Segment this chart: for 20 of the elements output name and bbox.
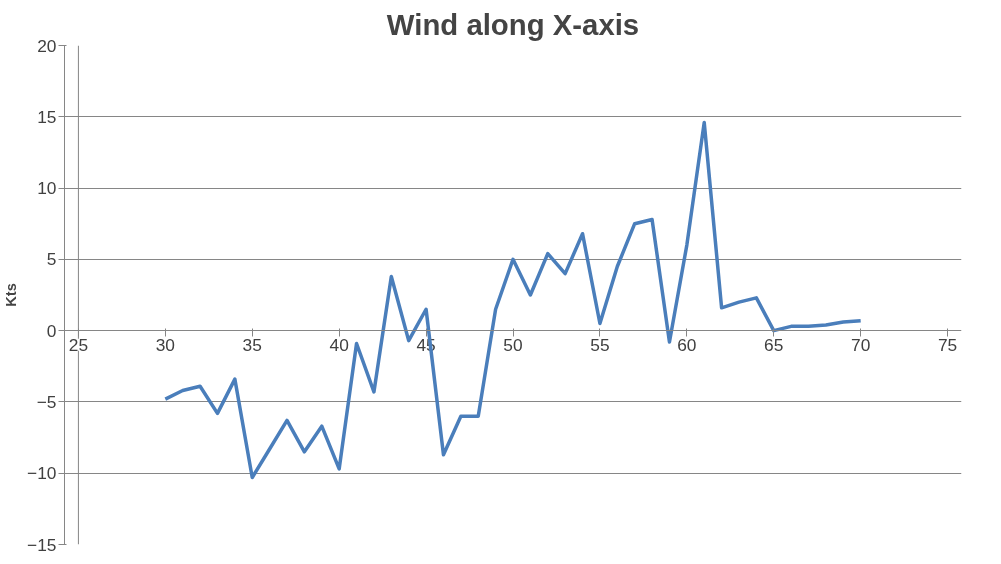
x-tick-label: 25 — [68, 334, 89, 355]
x-tick-label: 65 — [764, 334, 784, 355]
x-tick-label: 30 — [155, 334, 175, 355]
x-tick-label: 50 — [503, 334, 523, 355]
y-axis-title: Kts — [3, 283, 20, 307]
y-tick-label: 10 — [37, 178, 57, 199]
y-tick-label: 15 — [37, 106, 57, 127]
x-tick-label: 55 — [590, 334, 610, 355]
x-tick-label: 60 — [677, 334, 697, 355]
x-tick-label: 35 — [242, 334, 262, 355]
x-tick-label: 75 — [937, 334, 958, 355]
y-tick-label: −15 — [27, 534, 57, 555]
x-tick-label: 70 — [851, 334, 871, 355]
x-tick-label: 40 — [329, 334, 349, 355]
y-tick-label: 0 — [46, 320, 57, 341]
chart-title: Wind along X-axis — [386, 7, 640, 41]
y-tick-label: 20 — [37, 35, 57, 56]
y-tick-label: 5 — [46, 249, 57, 270]
y-tick-label: −10 — [27, 463, 57, 484]
y-tick-label: −5 — [36, 391, 57, 412]
